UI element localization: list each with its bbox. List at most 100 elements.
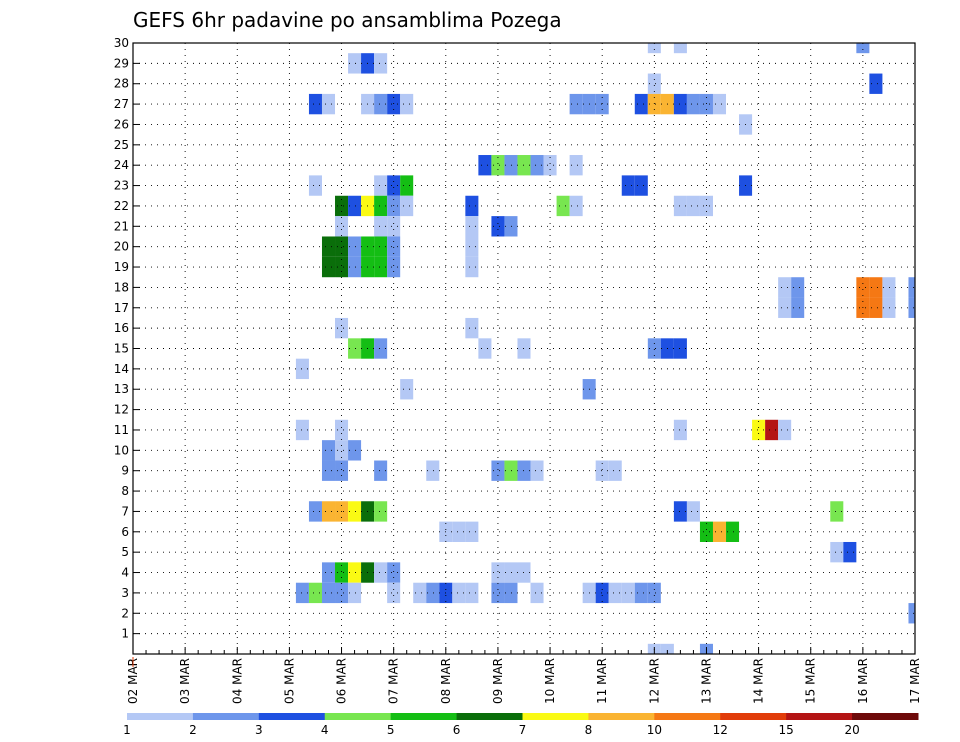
heatmap-cell [465, 195, 479, 217]
heatmap-cell [608, 582, 622, 604]
heatmap-cell [452, 521, 466, 542]
heatmap-cell [400, 195, 414, 217]
legend-swatch [588, 713, 655, 720]
heatmap-cell [413, 582, 427, 604]
heatmap-cell [856, 277, 870, 298]
heatmap-cell [374, 562, 388, 583]
y-tick-label: 12 [114, 403, 129, 417]
heatmap-cell [348, 236, 362, 257]
legend-swatch [852, 713, 919, 720]
heatmap-cell [348, 195, 362, 217]
heatmap-cell [321, 501, 336, 522]
y-tick-label: 28 [114, 77, 129, 91]
heatmap-cell [400, 175, 414, 196]
y-tick-label: 19 [114, 260, 129, 274]
y-tick-label: 26 [114, 117, 129, 131]
heatmap-cell [791, 277, 805, 298]
x-tick-label: 17 MAR [908, 658, 922, 704]
legend-swatch [127, 713, 194, 720]
heatmap-cell [335, 440, 349, 461]
x-tick-label: 02 MAR [126, 658, 140, 704]
heatmap-cell [856, 43, 870, 54]
legend-swatch [192, 713, 260, 720]
heatmap-cell [908, 277, 915, 298]
heatmap-cell [673, 338, 687, 359]
heatmap-cell [335, 582, 349, 604]
x-tick-label: 09 MAR [491, 658, 505, 704]
y-tick-label: 18 [114, 280, 129, 294]
y-tick-label: 21 [114, 219, 129, 233]
legend-swatch [720, 713, 787, 720]
x-tick-label: 13 MAR [699, 658, 713, 704]
heatmap-cell [608, 460, 622, 481]
x-tick-label: 12 MAR [647, 658, 661, 704]
y-tick-label: 24 [114, 158, 129, 172]
heatmap-cell [335, 419, 349, 441]
heatmap-cell [882, 277, 896, 298]
x-tick-label: 03 MAR [178, 658, 192, 704]
heatmap-cell [869, 73, 883, 94]
heatmap-cell [335, 236, 349, 257]
heatmap-cell [321, 562, 336, 583]
y-tick-label: 25 [114, 138, 129, 152]
heatmap-cell [426, 582, 440, 604]
heatmap-cell [374, 175, 388, 196]
heatmap-cell [465, 521, 479, 542]
heatmap-cell [321, 93, 336, 115]
x-tick-label: 15 MAR [804, 658, 818, 704]
x-tick-label: 16 MAR [856, 658, 870, 704]
heatmap-cell [595, 93, 609, 115]
heatmap-cell [348, 256, 362, 278]
heatmap-cell [712, 93, 727, 115]
legend-label: 2 [189, 723, 197, 737]
heatmap-cell [387, 216, 401, 237]
y-tick-label: 2 [121, 606, 129, 620]
heatmap-cell [387, 582, 401, 604]
y-tick-label: 10 [114, 443, 129, 457]
legend-label: 15 [779, 723, 794, 737]
y-tick-label: 9 [121, 464, 129, 478]
heatmap-cell [348, 582, 362, 604]
heatmap-cell [791, 297, 805, 318]
heatmap-cell [308, 582, 322, 604]
heatmap-cell [374, 256, 388, 278]
heatmap-cell [908, 297, 915, 318]
legend-swatch [456, 713, 523, 720]
legend-label: 6 [453, 723, 461, 737]
heatmap-cell [348, 501, 362, 522]
heatmap-cell [374, 460, 388, 481]
heatmap-cell [699, 521, 713, 542]
y-tick-label: 11 [114, 423, 129, 437]
heatmap-cell [543, 155, 557, 176]
legend-label: 7 [519, 723, 527, 737]
heatmap-cell [400, 379, 414, 400]
heatmap-cell [374, 236, 388, 257]
legend-swatch [522, 713, 589, 720]
heatmap-cell [504, 582, 518, 604]
legend-swatch [258, 713, 326, 720]
heatmap-cell [321, 256, 336, 278]
heatmap-cell [348, 562, 362, 583]
y-tick-label: 4 [121, 566, 129, 580]
heatmap-cell [869, 277, 883, 298]
heatmap-cell [712, 521, 727, 542]
heatmap-cell [491, 155, 505, 176]
y-tick-label: 5 [121, 545, 129, 559]
y-tick-label: 8 [121, 484, 129, 498]
heatmap-cell [504, 155, 518, 176]
y-tick-label: 16 [114, 321, 129, 335]
legend-label: 4 [321, 723, 329, 737]
heatmap-cell [387, 562, 401, 583]
heatmap-cell [465, 216, 479, 237]
y-tick-label: 23 [114, 179, 129, 193]
heatmap-cell [686, 195, 700, 217]
heatmap-cell [387, 256, 401, 278]
legend-label: 5 [387, 723, 395, 737]
legend-label: 3 [255, 723, 263, 737]
heatmap-cell [308, 175, 322, 196]
heatmap-cell [686, 93, 700, 115]
heatmap-cell [374, 195, 388, 217]
heatmap-cell [321, 460, 336, 481]
heatmap-cell [621, 582, 635, 604]
